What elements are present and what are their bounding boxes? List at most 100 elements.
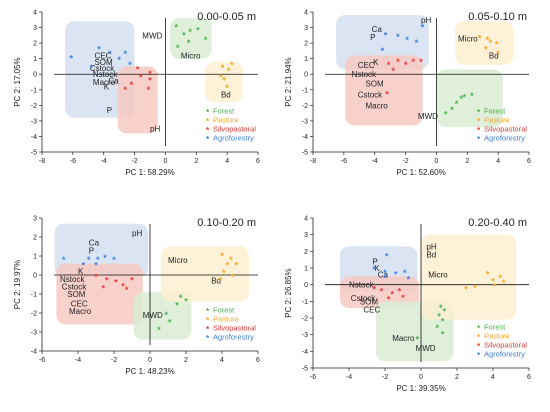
data-point: *: [398, 286, 402, 296]
data-point: *: [405, 35, 409, 45]
data-point: *: [470, 91, 474, 101]
data-point: *: [230, 60, 234, 70]
data-point: *: [385, 251, 389, 261]
x-tick-label: 6: [527, 158, 531, 165]
data-point: *: [112, 255, 116, 265]
data-point: *: [182, 30, 186, 40]
y-tick-label: 3: [33, 216, 37, 223]
data-point: *: [90, 63, 94, 73]
variable-label-ca: Ca: [378, 271, 389, 280]
x-tick-label: -2: [382, 374, 388, 381]
data-point: *: [396, 57, 400, 67]
y-tick-label: 0: [304, 282, 308, 289]
x-tick-label: -2: [402, 158, 408, 165]
variable-label-p: P: [370, 33, 375, 42]
variable-label-ph: pH: [132, 229, 142, 238]
panel-title: 0.05-0.10 m: [468, 11, 527, 23]
legend-marker: *: [477, 126, 481, 135]
group-region-pasture: [421, 234, 517, 320]
variable-label-p: P: [107, 106, 112, 115]
data-point: *: [235, 261, 239, 271]
variable-label-cec: CEC: [363, 306, 380, 315]
x-axis-label: PC 1: 39.35%: [396, 384, 445, 393]
data-point: *: [218, 276, 222, 286]
data-point: *: [478, 33, 482, 43]
series-forest: ******: [157, 293, 188, 335]
variable-label-nstock: Nstock: [349, 281, 374, 290]
y-tick-label: 2: [33, 41, 37, 48]
variable-label-macro: Macro: [93, 78, 116, 87]
series-agroforestry: * * * ***: [381, 23, 425, 56]
variable-label-bd: Bd: [426, 251, 436, 260]
data-point: *: [439, 303, 443, 313]
data-point: *: [498, 273, 502, 283]
y-tick-label: -3: [302, 118, 308, 125]
data-point: *: [464, 285, 468, 295]
data-point: *: [222, 268, 226, 278]
variable-label-k: K: [373, 58, 379, 67]
data-point: *: [187, 38, 191, 48]
variable-label-som: SOM: [365, 80, 384, 89]
x-tick-label: 0: [434, 158, 438, 165]
legend-marker: *: [206, 325, 210, 334]
data-point: *: [391, 66, 395, 76]
legend-label-pasture: Pasture: [484, 116, 510, 125]
variable-label-ph: pH: [421, 16, 431, 25]
legend-label-silvopastoral: Silvopastoral: [484, 125, 527, 134]
data-point: *: [94, 261, 98, 271]
data-point: *: [441, 330, 445, 340]
variable-label-cstock: Cstock: [62, 282, 87, 291]
legend-marker: *: [206, 334, 210, 343]
variable-label-ca: Ca: [108, 76, 119, 85]
data-point: *: [148, 75, 152, 85]
variable-label-nstock: Nstock: [60, 275, 85, 284]
data-point: *: [416, 335, 420, 345]
data-point: *: [502, 278, 506, 288]
data-point: *: [130, 276, 134, 286]
data-point: *: [148, 69, 152, 79]
y-tick-label: -2: [31, 311, 37, 318]
group-region-forest: [170, 18, 212, 59]
variable-label-micro: Micro: [428, 271, 448, 280]
data-point: *: [157, 325, 161, 335]
variable-label-k: K: [374, 264, 380, 273]
data-point: *: [412, 57, 416, 67]
x-tick-label: -6: [310, 374, 316, 381]
data-point: *: [124, 49, 128, 59]
series-silvopastoral: *******: [124, 65, 153, 95]
data-point: *: [381, 46, 385, 56]
variable-label-bd: Bd: [489, 52, 499, 61]
variable-label-cec: CEC: [94, 52, 111, 61]
data-point: *: [139, 72, 143, 82]
data-point: *: [486, 35, 490, 45]
variable-label-mwd: MWD: [143, 311, 163, 320]
data-point: *: [114, 278, 118, 288]
variable-label-cec: CEC: [358, 61, 375, 70]
y-tick-label: 3: [304, 25, 308, 32]
data-point: *: [226, 261, 230, 271]
legend-label-forest: Forest: [484, 323, 506, 332]
data-point: *: [444, 110, 448, 120]
group-region-silvopastoral: [340, 276, 420, 308]
data-point: *: [225, 83, 229, 93]
x-tick-label: 6: [527, 374, 531, 381]
data-point: *: [125, 285, 129, 295]
y-tick-label: -1: [31, 292, 37, 299]
y-axis-label: PC 2: 21.94%: [284, 57, 293, 106]
y-tick-label: -4: [31, 134, 37, 141]
x-tick-label: -2: [111, 357, 117, 364]
variable-label-k: K: [78, 267, 84, 276]
series-agroforestry: *******: [372, 251, 410, 284]
x-tick-label: 2: [455, 374, 459, 381]
y-tick-label: 4: [33, 10, 37, 17]
data-point: *: [419, 57, 423, 67]
data-point: *: [450, 105, 454, 115]
x-tick-label: 0: [419, 374, 423, 381]
variable-label-som: SOM: [94, 58, 113, 67]
y-tick-label: 2: [304, 41, 308, 48]
variable-label-mwd: MWD: [416, 344, 436, 353]
y-tick-label: -5: [31, 150, 37, 157]
x-tick-label: -8: [310, 158, 316, 165]
y-tick-label: 2: [33, 235, 37, 242]
